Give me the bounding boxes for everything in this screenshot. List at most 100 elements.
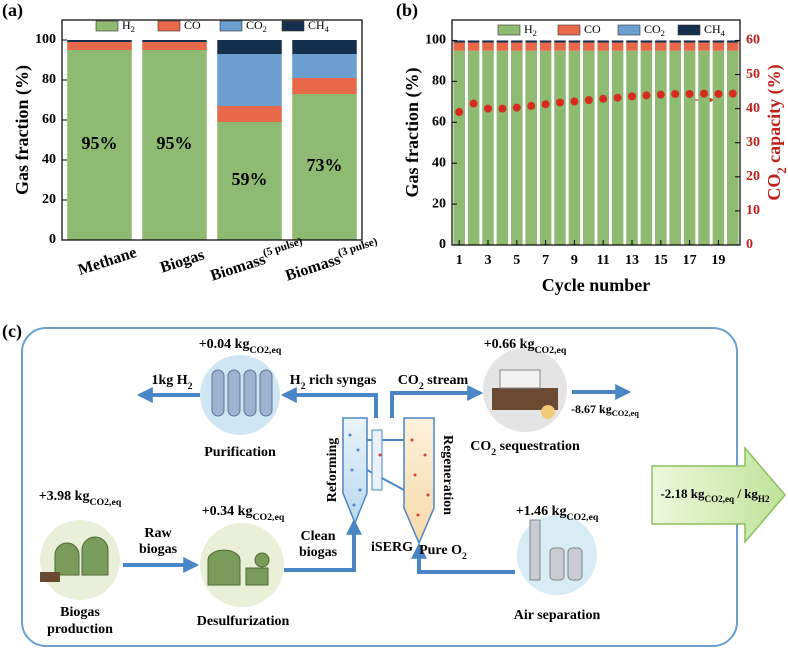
bar-segment bbox=[453, 42, 465, 51]
value-label: 95% bbox=[82, 133, 118, 153]
bar-segment bbox=[698, 42, 710, 51]
flow-label: Pure O2 bbox=[419, 543, 467, 562]
text-run: 2 bbox=[661, 29, 665, 38]
text-run: 2 bbox=[533, 29, 537, 38]
x-tick-label: 1 bbox=[456, 253, 463, 268]
bar-segment bbox=[217, 122, 282, 240]
bar-segment bbox=[539, 42, 552, 51]
scatter-point bbox=[498, 104, 507, 113]
y-tick-label: 40 bbox=[42, 152, 56, 167]
bar-segment bbox=[669, 40, 681, 43]
x-tick-label: 5 bbox=[513, 253, 520, 268]
legend-label: CO bbox=[584, 22, 601, 36]
bar-segment bbox=[292, 78, 357, 94]
bar-segment bbox=[712, 40, 725, 43]
y-tick-label: 60 bbox=[42, 112, 56, 127]
bar-segment bbox=[568, 50, 581, 245]
text-run: Purification bbox=[204, 445, 276, 460]
y-tick-label: 0 bbox=[49, 232, 56, 247]
text-run: Biomass bbox=[283, 251, 342, 285]
legend-label: H2 bbox=[524, 22, 537, 39]
scatter-point bbox=[455, 108, 464, 117]
bar-segment bbox=[583, 42, 595, 51]
scatter-point bbox=[714, 89, 723, 98]
bar-segment bbox=[217, 40, 282, 54]
scatter-point bbox=[570, 97, 579, 106]
text-run: CO bbox=[470, 439, 491, 454]
bar-segment bbox=[525, 40, 537, 43]
bar-segment bbox=[568, 40, 581, 43]
node-label: Biogas bbox=[60, 605, 100, 620]
credit-label: -8.67 kgCO2,eq bbox=[571, 402, 639, 419]
scatter-point bbox=[671, 89, 680, 98]
scatter-point bbox=[584, 96, 593, 105]
legend-label: CH4 bbox=[308, 18, 330, 35]
bar-segment bbox=[67, 42, 132, 50]
flow-label: CO2 stream bbox=[398, 373, 469, 392]
bar-segment bbox=[67, 50, 132, 240]
x-axis-label: Cycle number bbox=[542, 275, 650, 295]
bar-segment bbox=[496, 50, 509, 245]
value-label: 95% bbox=[157, 133, 193, 153]
bar-segment bbox=[142, 50, 207, 240]
x-tick-label: Methane bbox=[76, 244, 139, 279]
y2-tick-label: 30 bbox=[746, 135, 760, 150]
text-run: Biogas bbox=[158, 246, 206, 276]
emission-label: +0.66 kgCO2,eq bbox=[484, 337, 567, 356]
bar-segment bbox=[142, 42, 207, 50]
y2-tick-label: 0 bbox=[746, 237, 753, 252]
plot-frame bbox=[61, 19, 363, 241]
bar-segment bbox=[511, 50, 523, 245]
bar-segment bbox=[655, 40, 667, 43]
text-run: Gas fraction (%) bbox=[402, 68, 423, 198]
text-run: CO2,eq bbox=[612, 409, 640, 418]
bar-segment bbox=[525, 50, 537, 245]
text-run: 2 bbox=[301, 381, 306, 392]
bar-segment bbox=[727, 42, 739, 51]
flow-label: H2 rich syngas bbox=[290, 373, 377, 392]
bar-segment bbox=[597, 42, 609, 51]
bar-segment bbox=[539, 50, 552, 245]
text-run: Pure O bbox=[419, 543, 462, 558]
text-run: 2 bbox=[419, 381, 424, 392]
text-run: H bbox=[290, 373, 301, 388]
legend-label: CO2 bbox=[644, 22, 665, 39]
scatter-point bbox=[469, 99, 478, 108]
bar-segment bbox=[626, 40, 638, 43]
bar-segment bbox=[482, 50, 494, 245]
y2-tick-label: 60 bbox=[746, 33, 760, 48]
bar-segment bbox=[496, 40, 509, 43]
text-run: CH bbox=[704, 22, 721, 36]
y-tick-label: 100 bbox=[425, 33, 446, 48]
scatter-point bbox=[556, 98, 564, 107]
bar-segment bbox=[67, 40, 132, 42]
bar-segment bbox=[669, 42, 681, 51]
bar-segment bbox=[583, 40, 595, 43]
y2-tick-label: 40 bbox=[746, 101, 760, 116]
bar-segment bbox=[511, 40, 523, 43]
text-run: rich syngas bbox=[306, 373, 377, 388]
text-run: -2.18 kg bbox=[660, 486, 705, 501]
chart: 95% 95% 59% 73% 0 20 40 60 80 100 Gas fraction (%)… bbox=[2, 0, 379, 285]
bar-segment bbox=[217, 54, 282, 106]
bar-segment bbox=[683, 42, 696, 51]
text-run: +0.66 kg bbox=[484, 337, 535, 352]
text-run: CO bbox=[584, 22, 601, 36]
text-run: +1.46 kg bbox=[516, 504, 567, 519]
legend-swatch bbox=[157, 20, 181, 32]
x-tick-label: Biogas bbox=[158, 246, 206, 276]
bar-segment bbox=[669, 50, 681, 245]
text-run: 2 bbox=[491, 447, 496, 458]
flow-label: 1kg H2 bbox=[151, 373, 192, 392]
panel-label: (a) bbox=[2, 0, 23, 21]
panel-label: (b) bbox=[396, 0, 418, 21]
emission-label: +0.04 kgCO2,eq bbox=[199, 337, 282, 356]
bar-segment bbox=[698, 50, 710, 245]
scatter-point bbox=[685, 89, 694, 98]
flow-label: Clean bbox=[301, 529, 336, 544]
text-run: CO bbox=[184, 18, 201, 32]
bar-segment bbox=[217, 106, 282, 122]
y2-tick-label: 50 bbox=[746, 67, 760, 82]
